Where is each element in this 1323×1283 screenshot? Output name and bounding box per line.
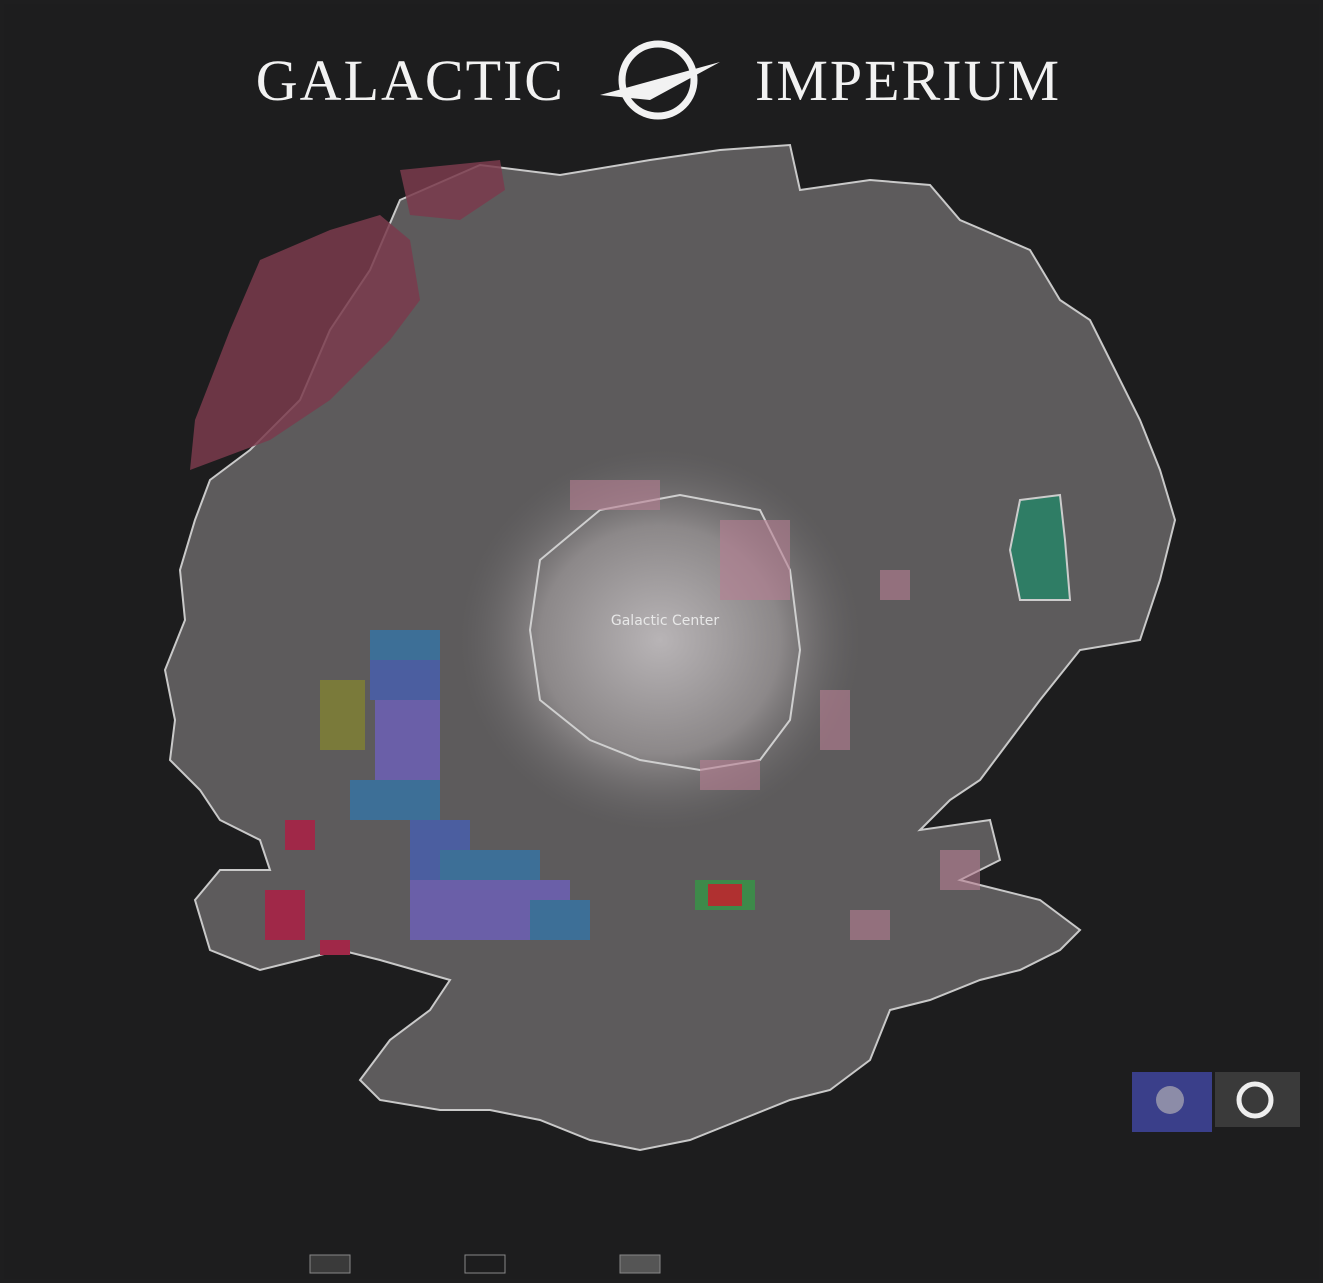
galaxy-map: GALACTIC IMPERIUM Galactic Center <box>0 0 1323 1283</box>
map-label: Galactic Center <box>611 613 719 629</box>
red-territory <box>708 884 742 906</box>
green-territory <box>1010 495 1070 600</box>
title-left: GALACTIC <box>256 48 565 113</box>
inset-flag <box>1215 1072 1300 1127</box>
olive-territory <box>320 680 365 750</box>
title-right: IMPERIUM <box>755 48 1061 113</box>
inset-flag-emblem <box>1156 1086 1184 1114</box>
page: GALACTIC IMPERIUM Galactic Center (() =>… <box>0 0 1323 1283</box>
